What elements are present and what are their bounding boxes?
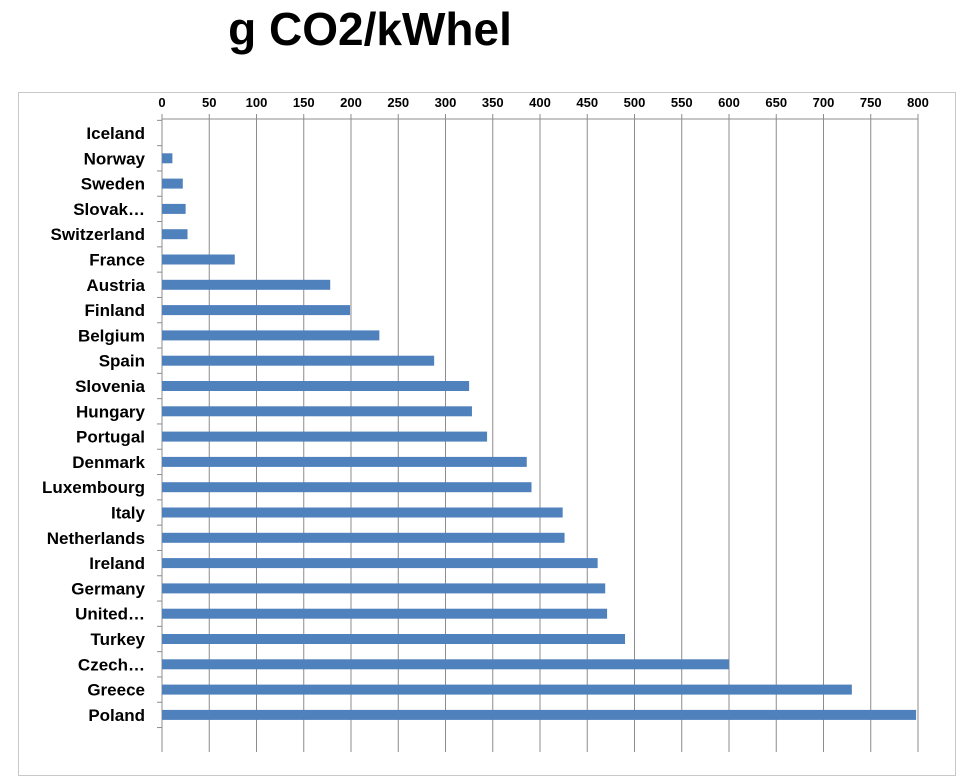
x-tick-label: 300 (435, 95, 457, 110)
x-tick-label: 600 (718, 95, 740, 110)
x-axis-ticks: 0 50 100 150 200 250 300 350 400 450 500 550 600 650 7… (158, 95, 928, 110)
category-label: Slovenia (75, 377, 145, 396)
category-label: Luxembourg (42, 478, 145, 497)
category-label: Ireland (89, 554, 145, 573)
category-label: Germany (71, 579, 145, 598)
bar (162, 558, 598, 569)
category-label: Netherlands (47, 529, 145, 548)
bar (162, 608, 608, 619)
bar (162, 456, 527, 467)
bar (162, 659, 729, 670)
bar (162, 634, 626, 644)
x-tick-label: 50 (202, 95, 216, 110)
bar (162, 431, 488, 442)
category-label: Denmark (72, 453, 145, 472)
category-label: Turkey (91, 630, 146, 649)
x-tick-label: 100 (246, 95, 268, 110)
x-tick-label: 250 (387, 95, 409, 110)
category-label: Belgium (78, 326, 145, 345)
x-tick-label: 500 (624, 95, 646, 110)
category-label: Sweden (81, 175, 145, 194)
bars (162, 153, 917, 720)
bar (162, 381, 470, 391)
category-label: Switzerland (51, 225, 145, 244)
x-tick-label: 450 (576, 95, 598, 110)
bar (162, 583, 606, 594)
x-tick-label: 800 (907, 95, 929, 110)
bar (162, 229, 188, 240)
bar (162, 532, 565, 543)
category-label: Greece (87, 681, 145, 700)
chart-frame (18, 92, 956, 776)
x-tick-label: 150 (293, 95, 315, 110)
chart-title: g CO2/kWhel (228, 3, 512, 55)
bar (162, 305, 351, 316)
bar (162, 330, 380, 341)
bar (162, 406, 472, 417)
category-label: United… (75, 605, 145, 624)
bar (162, 482, 532, 493)
category-label: Iceland (86, 124, 145, 143)
x-tick-label: 400 (529, 95, 551, 110)
bar (162, 355, 435, 366)
category-label: France (89, 251, 145, 270)
category-label: Portugal (76, 428, 145, 447)
category-label: Austria (86, 276, 145, 295)
bar (162, 254, 235, 265)
bar (162, 507, 563, 518)
bar (162, 153, 173, 164)
x-tick-label: 700 (813, 95, 835, 110)
category-label: Hungary (76, 402, 146, 421)
x-tick-label: 350 (482, 95, 504, 110)
category-label: Slovak… (73, 200, 145, 219)
category-label: Italy (111, 504, 146, 523)
x-tick-label: 750 (860, 95, 882, 110)
x-tick-label: 550 (671, 95, 693, 110)
bar (162, 203, 186, 214)
category-label: Poland (88, 706, 145, 725)
bar (162, 178, 183, 189)
category-labels: Iceland Norway Sweden Slovak… Switzerland Fra… (42, 124, 145, 725)
bar (162, 709, 917, 720)
category-label: Finland (85, 301, 145, 320)
category-label: Spain (99, 352, 145, 371)
x-tick-label: 200 (340, 95, 362, 110)
x-tick-label: 650 (765, 95, 787, 110)
category-label: Czech… (78, 655, 145, 674)
x-tick-label: 0 (158, 95, 165, 110)
bar (162, 279, 331, 290)
category-label: Norway (84, 149, 146, 168)
bar (162, 684, 852, 695)
